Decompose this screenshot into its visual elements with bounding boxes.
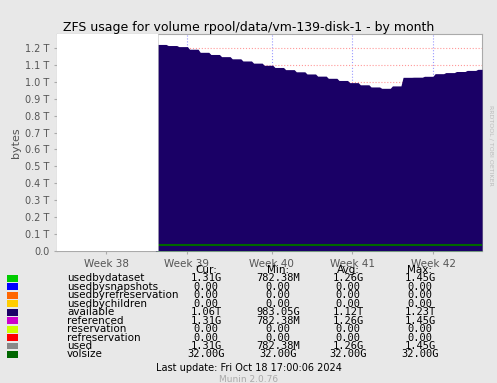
Text: 0.00: 0.00: [408, 282, 432, 292]
Text: Avg:: Avg:: [336, 265, 359, 275]
Text: 1.26G: 1.26G: [332, 316, 363, 326]
Text: 983.05G: 983.05G: [256, 307, 300, 317]
Text: 0.00: 0.00: [194, 332, 219, 342]
Text: 0.00: 0.00: [408, 290, 432, 300]
Text: 1.45G: 1.45G: [405, 341, 435, 351]
Text: 0.00: 0.00: [408, 299, 432, 309]
Text: 0.00: 0.00: [335, 290, 360, 300]
Text: 32.00G: 32.00G: [259, 349, 297, 359]
Text: 782.38M: 782.38M: [256, 316, 300, 326]
Text: usedbysnapshots: usedbysnapshots: [67, 282, 158, 292]
Text: 0.00: 0.00: [335, 324, 360, 334]
Text: 0.00: 0.00: [266, 299, 291, 309]
Text: 782.38M: 782.38M: [256, 341, 300, 351]
Text: Min:: Min:: [267, 265, 289, 275]
Text: 782.38M: 782.38M: [256, 273, 300, 283]
Text: 0.00: 0.00: [194, 299, 219, 309]
Text: 1.31G: 1.31G: [191, 273, 222, 283]
Text: refreservation: refreservation: [67, 332, 141, 342]
Text: 1.31G: 1.31G: [191, 341, 222, 351]
Text: reservation: reservation: [67, 324, 126, 334]
Y-axis label: bytes: bytes: [11, 128, 21, 158]
Text: 1.06T: 1.06T: [191, 307, 222, 317]
Text: Munin 2.0.76: Munin 2.0.76: [219, 375, 278, 383]
Text: 1.31G: 1.31G: [191, 316, 222, 326]
Text: 0.00: 0.00: [408, 332, 432, 342]
Text: 1.45G: 1.45G: [405, 316, 435, 326]
Text: RRDTOOL / TOBI OETIKER: RRDTOOL / TOBI OETIKER: [488, 105, 493, 186]
Text: 0.00: 0.00: [194, 324, 219, 334]
Text: used: used: [67, 341, 92, 351]
Text: ZFS usage for volume rpool/data/vm-139-disk-1 - by month: ZFS usage for volume rpool/data/vm-139-d…: [63, 21, 434, 34]
Text: Last update: Fri Oct 18 17:00:06 2024: Last update: Fri Oct 18 17:00:06 2024: [156, 363, 341, 373]
Text: usedbyrefreservation: usedbyrefreservation: [67, 290, 178, 300]
Text: available: available: [67, 307, 114, 317]
Text: 0.00: 0.00: [266, 324, 291, 334]
Text: 0.00: 0.00: [266, 290, 291, 300]
Text: 32.00G: 32.00G: [401, 349, 439, 359]
Text: 32.00G: 32.00G: [187, 349, 225, 359]
Text: 0.00: 0.00: [194, 282, 219, 292]
Text: 1.26G: 1.26G: [332, 341, 363, 351]
Text: 0.00: 0.00: [194, 290, 219, 300]
Text: 32.00G: 32.00G: [329, 349, 367, 359]
Text: usedbychildren: usedbychildren: [67, 299, 147, 309]
Text: 0.00: 0.00: [408, 324, 432, 334]
Text: 0.00: 0.00: [266, 332, 291, 342]
Text: volsize: volsize: [67, 349, 103, 359]
Text: 0.00: 0.00: [335, 299, 360, 309]
Text: 1.26G: 1.26G: [332, 273, 363, 283]
Text: 1.23T: 1.23T: [405, 307, 435, 317]
Text: usedbydataset: usedbydataset: [67, 273, 145, 283]
Text: 0.00: 0.00: [335, 282, 360, 292]
Text: referenced: referenced: [67, 316, 124, 326]
Text: 1.45G: 1.45G: [405, 273, 435, 283]
Text: 0.00: 0.00: [335, 332, 360, 342]
Text: Cur:: Cur:: [195, 265, 217, 275]
Text: 1.12T: 1.12T: [332, 307, 363, 317]
Text: Max:: Max:: [408, 265, 432, 275]
Text: 0.00: 0.00: [266, 282, 291, 292]
